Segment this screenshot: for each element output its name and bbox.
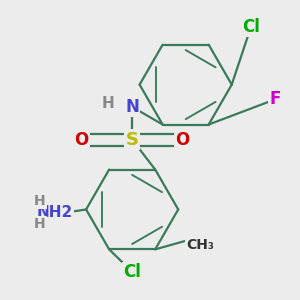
Text: H: H [34,194,46,208]
Text: H: H [102,96,115,111]
Text: Cl: Cl [242,18,260,36]
Text: O: O [176,130,190,148]
Text: N: N [125,98,139,116]
Text: Cl: Cl [123,263,141,281]
Text: NH2: NH2 [37,205,73,220]
Text: O: O [74,130,89,148]
Text: F: F [269,91,281,109]
Text: S: S [126,130,139,148]
Text: CH₃: CH₃ [187,238,214,252]
Text: H: H [34,217,46,231]
